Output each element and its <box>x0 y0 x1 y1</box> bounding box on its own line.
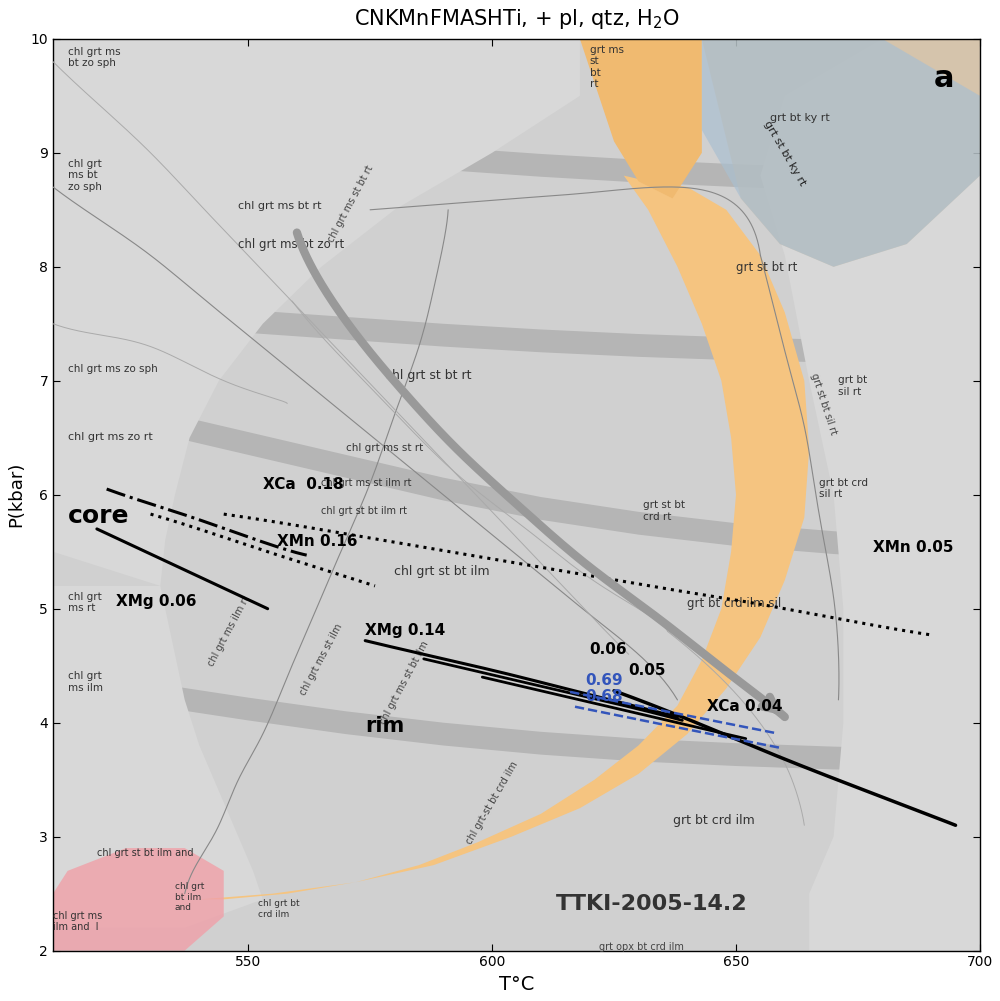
Text: a: a <box>933 64 954 93</box>
Text: grt ms
st
bt
rt: grt ms st bt rt <box>590 44 624 89</box>
Text: chl grt
ms ilm: chl grt ms ilm <box>68 672 103 693</box>
Title: CNKMnFMASHTi, + pl, qtz, H$_2$O: CNKMnFMASHTi, + pl, qtz, H$_2$O <box>354 7 679 31</box>
Text: chl grt
ms bt
zo sph: chl grt ms bt zo sph <box>68 158 101 192</box>
Text: rim: rim <box>365 716 404 736</box>
Polygon shape <box>702 39 980 267</box>
Polygon shape <box>53 666 980 773</box>
Text: chl grt ms bt zo rt: chl grt ms bt zo rt <box>238 238 345 251</box>
Text: XCa 0.04: XCa 0.04 <box>707 700 782 715</box>
Text: grt st bt
crd rt: grt st bt crd rt <box>643 500 685 523</box>
Text: 0.68: 0.68 <box>585 689 622 704</box>
Text: chl grt bt
crd ilm: chl grt bt crd ilm <box>258 899 300 919</box>
Polygon shape <box>151 175 809 899</box>
Text: chl grt st bt ilm and: chl grt st bt ilm and <box>97 848 193 858</box>
Polygon shape <box>53 113 980 194</box>
Text: grt st bt ky rt: grt st bt ky rt <box>762 118 807 187</box>
Text: chl grt ms st bt rt: chl grt ms st bt rt <box>326 164 375 244</box>
Text: grt st bt rt: grt st bt rt <box>736 261 797 274</box>
Text: grt bt
sil rt: grt bt sil rt <box>838 375 868 396</box>
Text: XMg 0.14: XMg 0.14 <box>365 623 445 638</box>
Text: chl grt ms st rt: chl grt ms st rt <box>346 443 423 453</box>
Y-axis label: P(kbar): P(kbar) <box>7 462 25 528</box>
Polygon shape <box>53 386 980 564</box>
Text: 0.69: 0.69 <box>585 673 622 688</box>
Polygon shape <box>702 39 980 267</box>
Polygon shape <box>760 39 980 951</box>
Text: TTKI-2005-14.2: TTKI-2005-14.2 <box>555 894 747 914</box>
Text: chl grt ms
bt zo sph: chl grt ms bt zo sph <box>68 47 120 68</box>
Text: chl grt ms st bt ilm: chl grt ms st bt ilm <box>378 640 430 726</box>
Text: grt st bt sil rt: grt st bt sil rt <box>809 371 838 435</box>
Text: chl grt ms zo sph: chl grt ms zo sph <box>68 363 157 373</box>
Polygon shape <box>53 295 980 364</box>
Polygon shape <box>53 586 263 951</box>
X-axis label: T°C: T°C <box>499 975 534 994</box>
Text: core: core <box>68 505 129 529</box>
Text: chl grt-st bt crd ilm: chl grt-st bt crd ilm <box>464 760 520 846</box>
Text: chl grt ms bt rt: chl grt ms bt rt <box>238 200 322 210</box>
Text: XMn 0.05: XMn 0.05 <box>873 540 953 555</box>
Polygon shape <box>53 848 224 951</box>
Text: chl grt ms st ilm: chl grt ms st ilm <box>298 623 344 698</box>
Text: grt bt crd ilm sil: grt bt crd ilm sil <box>687 598 781 611</box>
Text: chl grt st bt ilm rt: chl grt st bt ilm rt <box>321 507 407 517</box>
Text: chl grt
ms rt: chl grt ms rt <box>68 592 101 614</box>
Text: XMn 0.16: XMn 0.16 <box>277 534 358 549</box>
Text: chl grt st bt rt: chl grt st bt rt <box>385 369 471 382</box>
Polygon shape <box>580 39 702 198</box>
Text: chl grt
bt ilm
and: chl grt bt ilm and <box>175 882 204 912</box>
Text: XMg 0.06: XMg 0.06 <box>116 595 197 610</box>
Text: grt bt crd
sil rt: grt bt crd sil rt <box>819 477 868 499</box>
Text: grt opx bt crd ilm: grt opx bt crd ilm <box>599 942 684 952</box>
Text: grt bt crd ilm: grt bt crd ilm <box>673 814 754 827</box>
Text: grt bt ky rt: grt bt ky rt <box>770 113 830 123</box>
Text: chl grt ms
ilm and  l: chl grt ms ilm and l <box>53 911 102 932</box>
Text: XCa  0.18: XCa 0.18 <box>263 477 343 492</box>
Text: chl grt st bt ilm: chl grt st bt ilm <box>394 566 490 579</box>
Text: 0.05: 0.05 <box>629 663 666 678</box>
Text: chl grt ms st ilm rt: chl grt ms st ilm rt <box>321 477 412 487</box>
Text: 0.06: 0.06 <box>590 643 627 658</box>
Polygon shape <box>53 39 580 586</box>
Text: chl grt ms zo rt: chl grt ms zo rt <box>68 432 152 442</box>
Text: chl grt ms ilm rt: chl grt ms ilm rt <box>206 595 251 669</box>
